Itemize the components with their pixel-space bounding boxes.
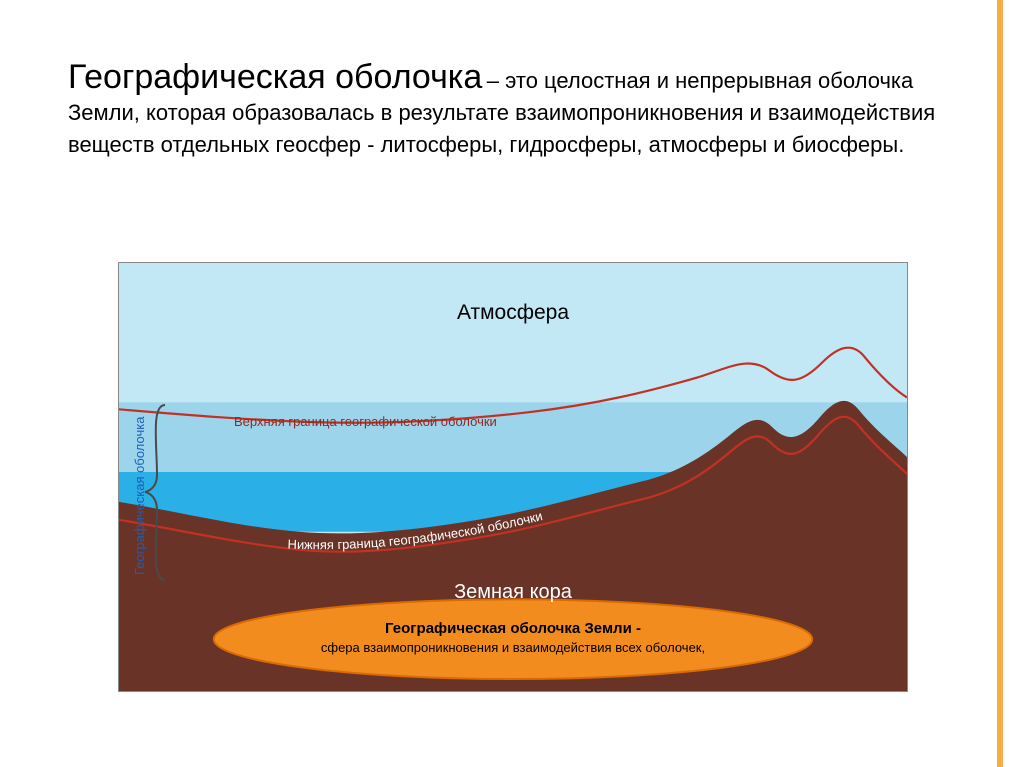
header-text: Географическая оболочка – это целостная …	[68, 58, 976, 161]
bracket-icon	[143, 405, 171, 580]
diagram-container: Нижняя граница географической оболочки А…	[118, 262, 908, 692]
atmosphere-label: Атмосфера	[119, 301, 907, 325]
page-title: Географическая оболочка	[68, 58, 482, 96]
ellipse-subtitle: сфера взаимопроникновения и взаимодейств…	[119, 640, 907, 655]
crust-label: Земная кора	[119, 581, 907, 604]
ellipse-title: Географическая оболочка Земли -	[119, 620, 907, 637]
right-accent-bar	[997, 0, 1003, 767]
earth-shell-diagram: Нижняя граница географической оболочки А…	[118, 262, 908, 692]
upper-boundary-label: Верхняя граница географической оболочки	[234, 414, 497, 429]
